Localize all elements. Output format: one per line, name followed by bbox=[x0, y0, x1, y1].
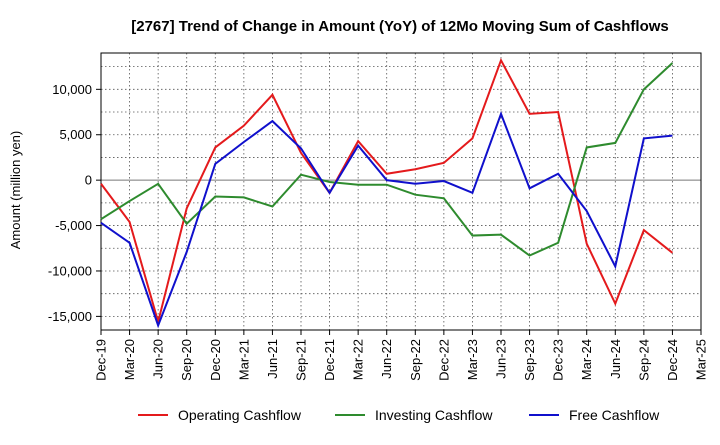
x-tick-label: Jun-22 bbox=[379, 339, 394, 379]
series-line-operating-cashflow bbox=[100, 57, 674, 326]
x-tick-label: Dec-20 bbox=[208, 339, 223, 381]
legend: Operating Cashflow Investing Cashflow Free… bbox=[138, 407, 660, 423]
x-tick-label: Sep-20 bbox=[179, 339, 194, 381]
x-tick-label: Dec-19 bbox=[94, 339, 109, 381]
y-axis-title: Amount (million yen) bbox=[8, 131, 23, 250]
x-tick-label: Jun-20 bbox=[151, 339, 166, 379]
plot-area-frame bbox=[100, 52, 702, 331]
x-tick-label: Mar-25 bbox=[694, 339, 709, 380]
y-tick-label: 5,000 bbox=[59, 127, 92, 142]
y-tick-label: 10,000 bbox=[52, 82, 92, 97]
x-tick-label: Dec-24 bbox=[665, 339, 680, 381]
x-tick-label: Mar-23 bbox=[465, 339, 480, 380]
x-tick-label: Jun-24 bbox=[608, 339, 623, 379]
y-tick-label: 0 bbox=[85, 173, 92, 188]
series-line-free-cashflow bbox=[100, 110, 673, 329]
x-tick-label: Jun-23 bbox=[494, 339, 509, 379]
x-tick-label: Mar-21 bbox=[236, 339, 251, 380]
x-tick-label: Sep-21 bbox=[294, 339, 309, 381]
x-tick-label: Mar-20 bbox=[122, 339, 137, 380]
x-tick-label: Sep-24 bbox=[636, 339, 651, 381]
y-tick-label: -15,000 bbox=[48, 309, 92, 324]
grid-lines bbox=[100, 53, 702, 330]
legend-label-investing-cashflow: Investing Cashflow bbox=[375, 407, 493, 423]
x-tick-label: Mar-24 bbox=[579, 339, 594, 380]
x-tick-label: Jun-21 bbox=[265, 339, 280, 379]
series-line-investing-cashflow bbox=[100, 62, 674, 257]
axes: -15,000 -10,000 -5,000 0 5,000 10,000 Dec-19 Ma… bbox=[48, 52, 709, 381]
x-tick-label: Sep-23 bbox=[522, 339, 537, 381]
chart-title: [2767] Trend of Change in Amount (YoY) o… bbox=[131, 18, 669, 35]
x-tick-label: Dec-23 bbox=[551, 339, 566, 381]
x-tick-label: Mar-22 bbox=[351, 339, 366, 380]
x-tick-label: Dec-21 bbox=[322, 339, 337, 381]
legend-label-free-cashflow: Free Cashflow bbox=[569, 407, 660, 423]
y-tick-label: -10,000 bbox=[48, 263, 92, 278]
series-lines bbox=[100, 57, 674, 329]
x-tick-label: Dec-22 bbox=[436, 339, 451, 381]
x-tick-label: Sep-22 bbox=[408, 339, 423, 381]
legend-label-operating-cashflow: Operating Cashflow bbox=[178, 407, 302, 423]
y-tick-label: -5,000 bbox=[55, 218, 92, 233]
